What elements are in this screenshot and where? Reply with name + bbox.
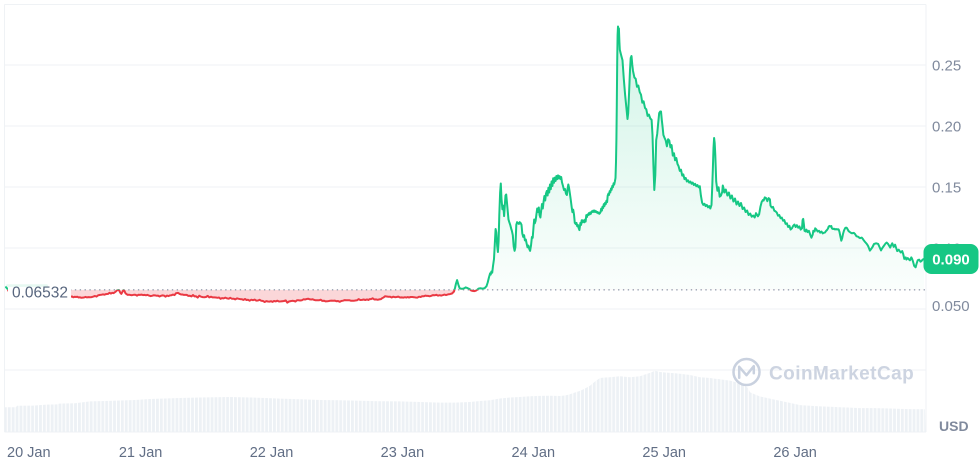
svg-text:21 Jan: 21 Jan bbox=[119, 445, 163, 461]
svg-text:0.050: 0.050 bbox=[932, 298, 970, 315]
svg-text:0.20: 0.20 bbox=[932, 119, 961, 136]
svg-text:CoinMarketCap: CoinMarketCap bbox=[769, 364, 914, 385]
svg-text:25 Jan: 25 Jan bbox=[642, 445, 686, 461]
svg-text:0.06532: 0.06532 bbox=[12, 284, 68, 301]
svg-text:23 Jan: 23 Jan bbox=[381, 445, 425, 461]
svg-text:0.15: 0.15 bbox=[932, 180, 961, 197]
svg-text:26 Jan: 26 Jan bbox=[773, 445, 817, 461]
svg-text:20 Jan: 20 Jan bbox=[7, 445, 51, 461]
svg-text:USD: USD bbox=[939, 418, 969, 434]
svg-text:0.25: 0.25 bbox=[932, 58, 961, 75]
svg-text:0.090: 0.090 bbox=[932, 252, 970, 269]
svg-text:24 Jan: 24 Jan bbox=[512, 445, 556, 461]
svg-text:22 Jan: 22 Jan bbox=[250, 445, 294, 461]
